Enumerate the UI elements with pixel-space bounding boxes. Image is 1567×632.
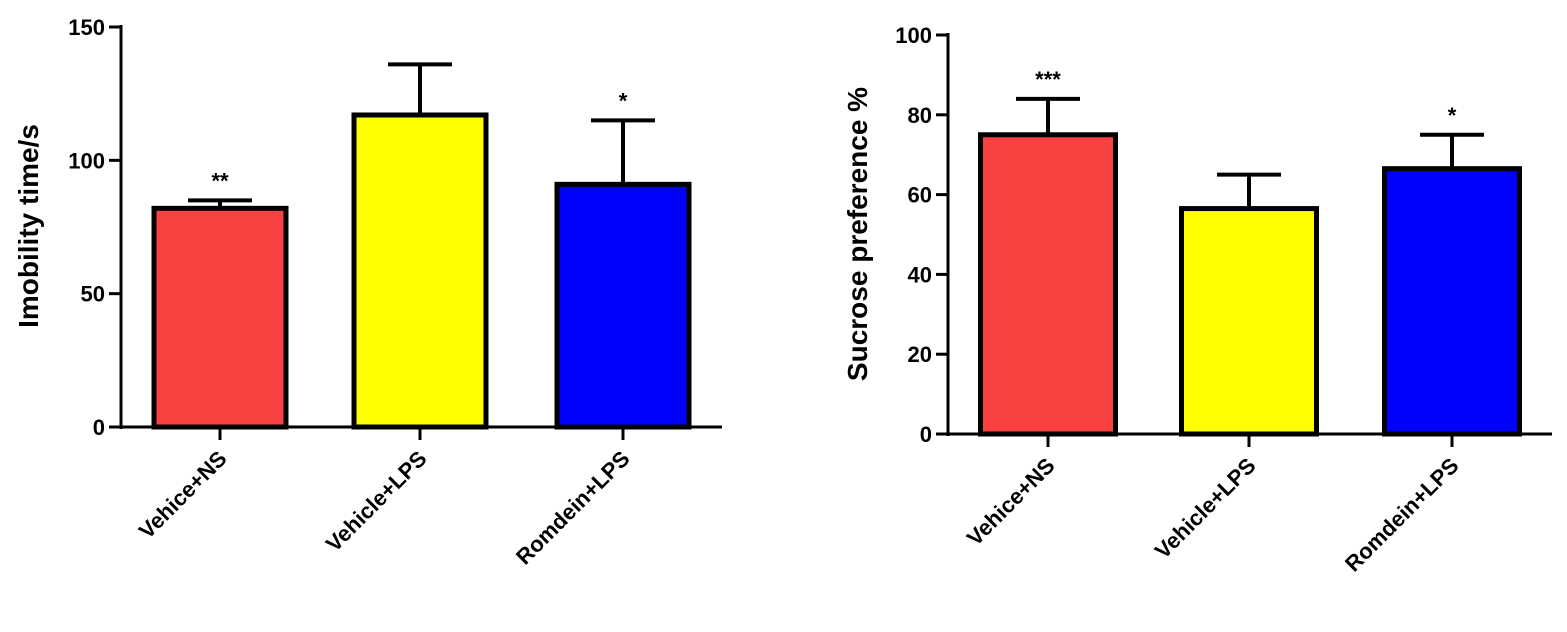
y-tick-label: 80 [908,103,932,128]
significance-label: * [1448,103,1457,128]
y-tick-label: 40 [908,262,932,287]
bar [1179,206,1319,437]
y-axis-title: Sucrose preference % [842,87,873,381]
y-tick-label: 100 [68,148,105,173]
bar [978,132,1118,437]
x-tick-label: Vehicle+LPS [321,446,432,557]
x-tick-label: Vehice+NS [962,453,1060,551]
x-tick-label: Romdein+LPS [1340,453,1464,577]
bar [151,205,289,430]
y-tick-label: 0 [93,415,105,440]
y-tick-label: 100 [895,23,932,48]
y-tick-label: 150 [68,15,105,40]
chart-immobility: Imobility time/s ** Vehice+NS Vehicle+LPS *… [13,15,722,569]
y-tick-label: 0 [920,422,932,447]
chart-sucrose-preference: Sucrose preference % *** Vehice+NS Vehicle… [842,23,1552,576]
x-tick-label: Vehice+NS [134,446,232,544]
significance-label: *** [1035,67,1061,92]
y-tick-label: 60 [908,183,932,208]
bar [1382,166,1522,437]
x-tick-label: Romdein+LPS [511,446,635,570]
bar [554,181,692,430]
bar [351,112,489,430]
y-tick-label: 20 [908,342,932,367]
y-tick-label: 50 [81,282,105,307]
y-axis-title: Imobility time/s [13,124,44,328]
significance-label: ** [211,168,229,193]
significance-label: * [619,88,628,113]
x-tick-label: Vehicle+LPS [1150,453,1261,564]
